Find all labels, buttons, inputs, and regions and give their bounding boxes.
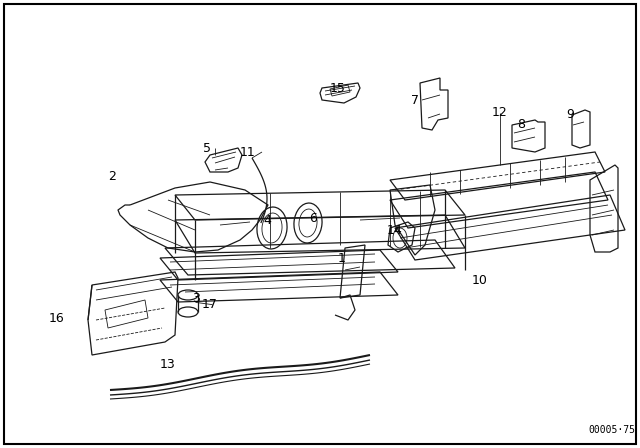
Ellipse shape (178, 290, 198, 300)
Text: 16: 16 (49, 311, 65, 324)
Text: 15: 15 (330, 82, 346, 95)
Text: 12: 12 (492, 107, 508, 120)
Text: 6: 6 (309, 211, 317, 224)
Text: 3: 3 (192, 292, 200, 305)
Text: 2: 2 (108, 171, 116, 184)
Text: 1: 1 (338, 251, 346, 264)
Text: 17: 17 (202, 298, 218, 311)
Text: 10: 10 (472, 273, 488, 287)
Text: 00005·75: 00005·75 (589, 425, 636, 435)
Text: 9: 9 (566, 108, 574, 121)
Text: 7: 7 (411, 94, 419, 107)
Text: 14: 14 (387, 224, 403, 237)
Text: 4: 4 (263, 214, 271, 227)
Text: 5: 5 (203, 142, 211, 155)
Text: 11: 11 (240, 146, 256, 159)
Text: 13: 13 (160, 358, 176, 371)
Text: 8: 8 (517, 119, 525, 132)
